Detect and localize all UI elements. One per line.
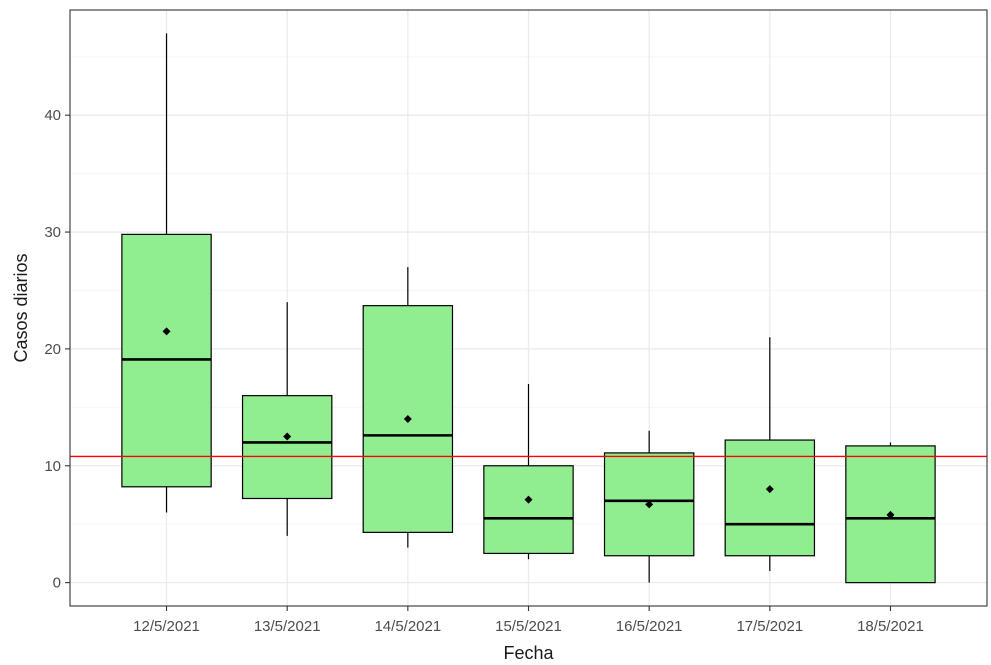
x-axis: 12/5/2021 13/5/2021 14/5/2021 15/5/2021 16/5… [133,606,924,635]
box-iqr [241,395,333,500]
box-15/5/2021 [483,383,574,560]
x-tick-label: 14/5/2021 [374,618,441,635]
box-14/5/2021 [362,267,454,548]
x-tick-label: 17/5/2021 [736,618,803,635]
mean-marker [524,495,533,504]
y-tick-label: 10 [44,458,61,475]
x-tick-label: 15/5/2021 [495,618,562,635]
x-tick-label: 18/5/2021 [857,618,924,635]
mean-marker [162,327,171,336]
mean-marker [283,432,292,441]
mean-marker [886,510,895,519]
x-tick-label: 12/5/2021 [133,618,200,635]
x-tick-label: 16/5/2021 [616,618,683,635]
y-axis: 0 10 20 30 40 [44,107,70,592]
boxes [121,33,936,584]
box-17/5/2021 [724,337,816,571]
y-tick-label: 30 [44,224,61,241]
box-12/5/2021 [121,33,212,513]
box-iqr [724,439,816,557]
mean-marker [645,500,654,509]
y-axis-title: Casos diarios [11,253,31,362]
y-tick-label: 20 [44,341,61,358]
box-iqr [483,465,574,555]
box-18/5/2021 [845,442,936,584]
x-tick-label: 13/5/2021 [254,618,321,635]
box-13/5/2021 [241,302,333,536]
y-tick-label: 40 [44,107,61,124]
box-16/5/2021 [603,430,695,583]
x-axis-title: Fecha [503,643,554,663]
mean-marker [765,485,774,494]
mean-marker [403,415,412,424]
y-tick-label: 0 [53,575,61,592]
